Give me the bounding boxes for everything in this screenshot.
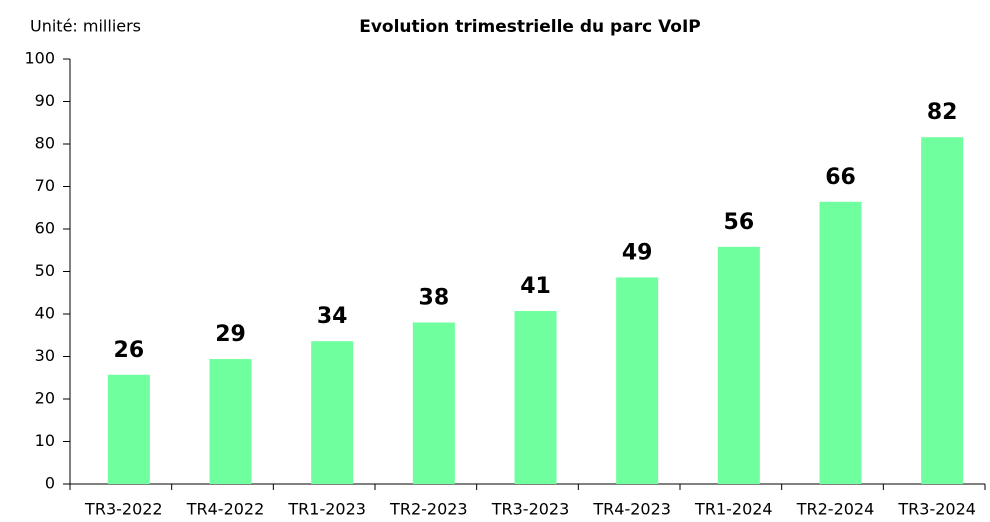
- chart-title: Evolution trimestrielle du parc VoIP: [359, 17, 701, 37]
- value-label: 82: [927, 100, 958, 125]
- bar: [311, 341, 354, 484]
- x-tick-label: TR2-2023: [389, 500, 468, 519]
- bar: [107, 374, 150, 484]
- value-label: 49: [622, 240, 653, 265]
- value-label: 34: [317, 304, 348, 329]
- value-label: 26: [114, 338, 145, 363]
- bar: [412, 322, 455, 484]
- unit-label: Unité: milliers: [30, 17, 141, 36]
- value-label: 66: [825, 165, 856, 190]
- x-tick-label: TR3-2022: [84, 500, 163, 519]
- bar: [616, 277, 659, 484]
- y-tick-label: 60: [35, 219, 55, 238]
- x-tick-label: TR1-2024: [694, 500, 773, 519]
- x-tick-label: TR4-2023: [592, 500, 671, 519]
- bar: [921, 137, 964, 484]
- bar: [717, 246, 760, 484]
- value-label: 29: [215, 322, 246, 347]
- y-tick-label: 100: [24, 49, 55, 68]
- x-tick-label: TR3-2024: [897, 500, 976, 519]
- value-label: 56: [724, 210, 755, 235]
- value-label: 41: [520, 274, 551, 299]
- y-tick-label: 50: [35, 261, 55, 280]
- y-tick-label: 10: [35, 431, 55, 450]
- y-tick-label: 70: [35, 176, 55, 195]
- x-tick-label: TR2-2024: [796, 500, 875, 519]
- x-tick-label: TR1-2023: [287, 500, 366, 519]
- y-tick-label: 90: [35, 91, 55, 110]
- y-tick-label: 0: [45, 474, 55, 493]
- y-tick-label: 80: [35, 134, 55, 153]
- bar: [514, 311, 557, 484]
- y-tick-label: 30: [35, 346, 55, 365]
- x-tick-label: TR3-2023: [491, 500, 570, 519]
- bar: [209, 359, 252, 484]
- bar: [819, 201, 862, 485]
- y-tick-label: 20: [35, 389, 55, 408]
- x-tick-label: TR4-2022: [186, 500, 265, 519]
- y-tick-label: 40: [35, 304, 55, 323]
- value-label: 38: [419, 286, 450, 311]
